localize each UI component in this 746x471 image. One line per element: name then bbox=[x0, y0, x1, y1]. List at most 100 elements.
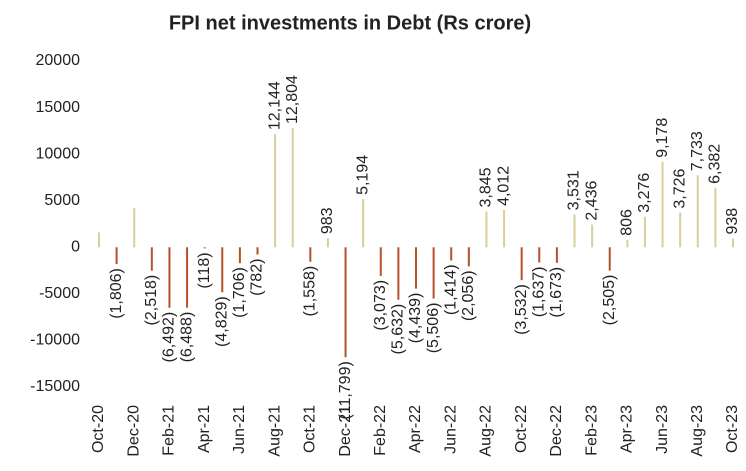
bar bbox=[344, 247, 347, 358]
data-label: (3,073) bbox=[372, 280, 389, 331]
bar bbox=[133, 208, 136, 248]
bar bbox=[415, 247, 417, 289]
x-tick-label: Aug-22 bbox=[478, 405, 495, 457]
data-label: 5,194 bbox=[354, 155, 371, 195]
y-tick-label: -5000 bbox=[39, 285, 80, 302]
x-tick-label: Aug-23 bbox=[689, 405, 706, 457]
data-label: 7,733 bbox=[689, 131, 706, 171]
x-tick-label: Feb-22 bbox=[372, 405, 389, 456]
x-tick-label: Oct-23 bbox=[724, 405, 741, 453]
x-tick-label: Aug-21 bbox=[266, 405, 283, 457]
bar bbox=[626, 239, 629, 248]
data-label: (5,632) bbox=[390, 304, 407, 355]
y-tick-label: 15000 bbox=[36, 99, 81, 116]
bar bbox=[643, 216, 646, 248]
bar bbox=[186, 247, 189, 308]
data-label: 12,144 bbox=[266, 81, 283, 130]
bar bbox=[467, 247, 470, 267]
x-tick-label: Apr-21 bbox=[196, 405, 213, 453]
data-label: 2,436 bbox=[583, 180, 600, 220]
data-label: (3,532) bbox=[513, 284, 530, 335]
bar bbox=[714, 187, 717, 248]
bar bbox=[555, 247, 558, 263]
data-label: 12,804 bbox=[284, 75, 301, 124]
data-label: (6,488) bbox=[178, 312, 195, 363]
x-tick-label: Feb-21 bbox=[161, 405, 178, 456]
bar bbox=[679, 212, 682, 248]
x-tick-label: Oct-21 bbox=[302, 405, 319, 453]
y-tick-label: 20000 bbox=[36, 52, 81, 69]
bar bbox=[221, 247, 224, 293]
x-tick-label: Oct-20 bbox=[90, 405, 107, 453]
bar bbox=[98, 232, 100, 248]
bar bbox=[291, 128, 294, 248]
x-tick-label: Jun-23 bbox=[654, 405, 671, 454]
data-label: (2,505) bbox=[601, 275, 618, 326]
data-label: (2,518) bbox=[143, 275, 160, 326]
bar bbox=[379, 247, 382, 276]
data-label: (4,439) bbox=[407, 293, 424, 344]
bar bbox=[397, 247, 400, 300]
data-label: (782) bbox=[249, 259, 266, 296]
bar bbox=[362, 198, 365, 248]
data-label: (1,806) bbox=[108, 268, 125, 319]
data-label: (11,799) bbox=[337, 361, 354, 419]
data-label: (2,056) bbox=[460, 270, 477, 321]
data-label: 983 bbox=[319, 207, 336, 234]
bar bbox=[274, 134, 277, 248]
x-tick-label: Dec-20 bbox=[125, 405, 142, 457]
bar bbox=[450, 247, 453, 261]
y-tick-label: -10000 bbox=[30, 332, 80, 349]
data-label: (118) bbox=[196, 252, 213, 288]
data-label: (1,637) bbox=[530, 267, 547, 318]
bar bbox=[573, 214, 576, 248]
data-label: (1,673) bbox=[548, 267, 565, 318]
bar bbox=[203, 247, 206, 249]
data-label: (1,414) bbox=[442, 264, 459, 315]
y-tick-label: 10000 bbox=[36, 145, 81, 162]
bar bbox=[732, 238, 734, 248]
data-label: (1,706) bbox=[231, 267, 248, 318]
data-label: 6,382 bbox=[707, 144, 724, 184]
bar bbox=[168, 247, 171, 308]
bar bbox=[326, 238, 329, 248]
data-label: 3,726 bbox=[671, 168, 688, 208]
data-label: (6,492) bbox=[161, 312, 178, 363]
y-tick-label: 5000 bbox=[44, 192, 80, 209]
data-label: 3,531 bbox=[566, 170, 583, 210]
data-label: (5,506) bbox=[425, 303, 442, 354]
x-tick-label: Feb-23 bbox=[583, 405, 600, 456]
x-tick-label: Dec-22 bbox=[548, 405, 565, 457]
x-tick-label: Jun-22 bbox=[442, 405, 459, 454]
bar bbox=[591, 224, 594, 248]
data-label: (1,558) bbox=[302, 266, 319, 317]
data-label: (4,829) bbox=[213, 296, 230, 347]
bar bbox=[432, 247, 435, 299]
bar bbox=[661, 161, 664, 248]
data-label: 806 bbox=[619, 209, 636, 236]
data-label: 4,012 bbox=[495, 166, 512, 206]
x-tick-label: Oct-22 bbox=[513, 405, 530, 453]
x-tick-label: Apr-22 bbox=[407, 405, 424, 453]
bar bbox=[150, 247, 153, 271]
bar bbox=[520, 247, 523, 281]
bar bbox=[485, 211, 488, 248]
chart-title: FPI net investments in Debt (Rs crore) bbox=[169, 12, 531, 34]
bar bbox=[608, 247, 611, 271]
bar bbox=[538, 247, 541, 263]
data-label: 3,845 bbox=[478, 167, 495, 207]
bar bbox=[115, 247, 118, 265]
y-tick-label: -15000 bbox=[30, 378, 80, 395]
y-tick-label: 0 bbox=[71, 239, 80, 256]
data-label: 9,178 bbox=[654, 118, 671, 158]
bar bbox=[503, 209, 506, 248]
x-tick-label: Dec-21 bbox=[337, 405, 354, 457]
x-tick-label: Jun-21 bbox=[231, 405, 248, 454]
bar bbox=[256, 247, 259, 255]
bar bbox=[238, 247, 241, 264]
bar bbox=[309, 247, 312, 262]
data-label: 3,276 bbox=[636, 173, 653, 213]
bar bbox=[696, 175, 699, 248]
